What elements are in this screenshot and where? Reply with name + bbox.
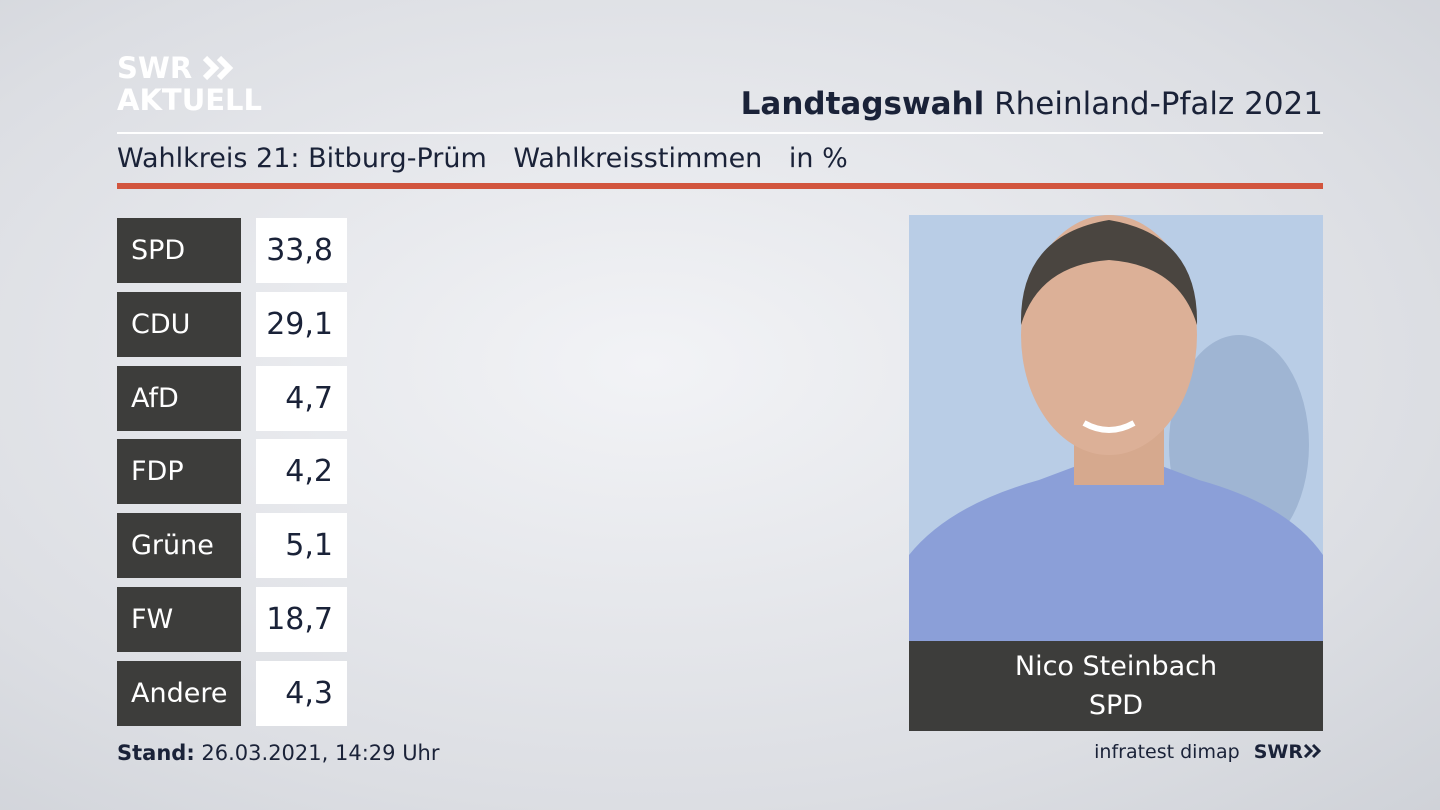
subheader: Wahlkreis 21: Bitburg-Prüm Wahlkreisstim… bbox=[117, 143, 848, 174]
candidate-caption: Nico Steinbach SPD bbox=[909, 641, 1323, 731]
logo-arrows bbox=[203, 55, 234, 81]
timestamp: 26.03.2021, 14:29 Uhr bbox=[201, 741, 440, 765]
logo-line1: SWR bbox=[117, 51, 193, 85]
source: infratest dimap bbox=[1094, 741, 1240, 763]
district: Wahlkreis 21: Bitburg-Prüm bbox=[117, 143, 487, 174]
party-label: CDU bbox=[117, 291, 241, 357]
party-value: 33,8 bbox=[256, 218, 347, 283]
logo: SWR AKTUELL bbox=[117, 52, 262, 116]
party-value: 29,1 bbox=[256, 291, 347, 357]
accent-rule bbox=[117, 183, 1323, 189]
footer-logo: SWR bbox=[1253, 741, 1303, 763]
logo-line2: AKTUELL bbox=[117, 83, 263, 117]
title-text: Rheinland-Pfalz 2021 bbox=[994, 86, 1323, 122]
footer-source: infratest dimap SWR bbox=[1094, 741, 1323, 763]
party-label: Grüne bbox=[117, 513, 241, 579]
party-label: FW bbox=[117, 587, 241, 652]
party-value: 4,2 bbox=[256, 439, 347, 505]
candidate-party: SPD bbox=[1088, 690, 1144, 721]
party-label: SPD bbox=[117, 218, 241, 283]
party-value: 4,7 bbox=[256, 365, 347, 431]
footer-arrows bbox=[1303, 743, 1322, 759]
candidate-photo bbox=[909, 215, 1323, 641]
party-value: 4,3 bbox=[256, 660, 347, 726]
party-label: Andere bbox=[117, 660, 241, 726]
candidate-name: Nico Steinbach bbox=[1014, 651, 1218, 682]
unit: in % bbox=[788, 143, 848, 174]
party-label: FDP bbox=[117, 439, 241, 505]
title: Landtagswahl Rheinland-Pfalz 2021 bbox=[741, 86, 1323, 122]
party-value: 5,1 bbox=[256, 513, 347, 579]
vote-type: Wahlkreisstimmen bbox=[513, 143, 763, 174]
party-value: 18,7 bbox=[256, 587, 347, 652]
party-label: AfD bbox=[117, 365, 241, 431]
title-bold: Landtagswahl bbox=[740, 86, 985, 122]
footer-stand: Stand: 26.03.2021, 14:29 Uhr bbox=[117, 741, 440, 765]
rule bbox=[117, 132, 1323, 134]
stand-label: Stand: bbox=[117, 741, 195, 765]
